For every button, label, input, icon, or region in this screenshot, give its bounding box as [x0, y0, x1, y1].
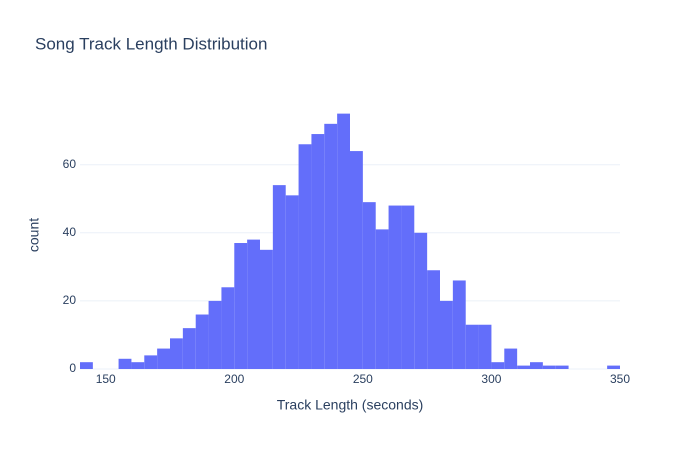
- x-tick-label: 250: [353, 372, 373, 386]
- bar: [80, 362, 93, 369]
- bar: [208, 300, 222, 369]
- bar: [555, 365, 569, 369]
- bar: [234, 243, 248, 369]
- bar: [285, 195, 299, 369]
- bar: [362, 202, 376, 369]
- bar: [517, 365, 530, 369]
- chart-title: Song Track Length Distribution: [35, 34, 267, 53]
- bar: [170, 338, 183, 369]
- bar: [427, 270, 440, 369]
- bar: [298, 144, 312, 369]
- bar: [324, 123, 338, 369]
- y-tick-label: 60: [63, 157, 77, 171]
- bar: [118, 358, 132, 369]
- bar: [221, 287, 235, 369]
- bar: [350, 151, 363, 369]
- y-tick-label: 0: [69, 361, 76, 375]
- bar: [478, 324, 492, 369]
- bar: [530, 362, 543, 369]
- y-axis-title: count: [26, 218, 42, 252]
- bar: [272, 185, 286, 369]
- bar: [375, 229, 389, 369]
- x-tick-label: 300: [481, 372, 501, 386]
- y-tick-label: 20: [63, 293, 77, 307]
- x-tick-label: 150: [96, 372, 116, 386]
- bar: [157, 348, 170, 369]
- bar: [182, 328, 196, 369]
- bar: [144, 355, 158, 369]
- bar: [311, 134, 325, 369]
- bar: [414, 232, 428, 369]
- bar: [542, 365, 556, 369]
- bar: [440, 300, 453, 369]
- bar: [491, 362, 505, 369]
- bar: [337, 113, 350, 369]
- bar: [260, 249, 273, 369]
- bar: [401, 205, 415, 369]
- bar: [131, 362, 145, 369]
- bar: [247, 239, 260, 369]
- x-tick-label: 200: [224, 372, 244, 386]
- bar: [504, 348, 518, 369]
- x-tick-label: 350: [610, 372, 630, 386]
- bar: [388, 205, 402, 369]
- bar: [607, 365, 620, 369]
- bar: [195, 314, 209, 369]
- x-axis-title: Track Length (seconds): [277, 397, 424, 413]
- bar: [452, 280, 466, 369]
- y-tick-label: 40: [63, 225, 77, 239]
- bar: [465, 324, 479, 369]
